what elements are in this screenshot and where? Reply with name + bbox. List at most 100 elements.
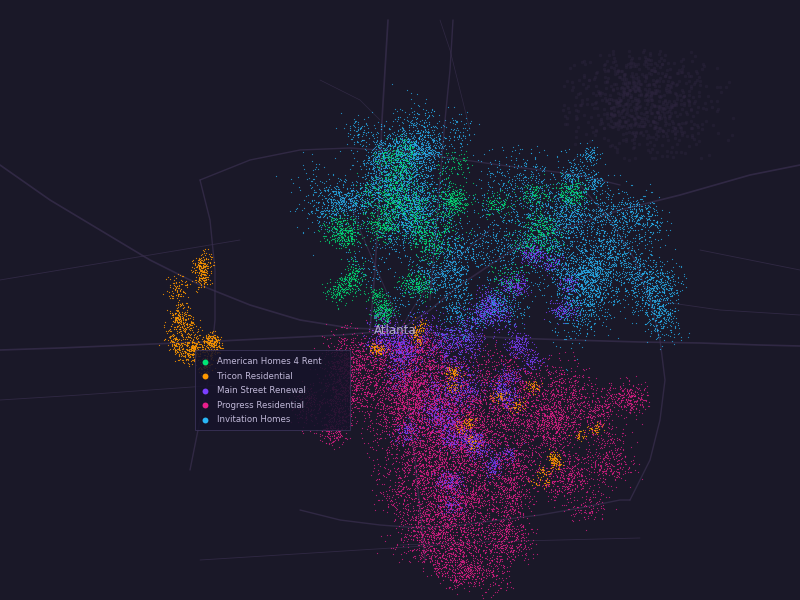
Point xyxy=(503,350,516,359)
Point xyxy=(468,537,481,547)
Point xyxy=(501,510,514,520)
Point xyxy=(510,336,522,346)
Point xyxy=(506,259,518,269)
Point xyxy=(491,396,504,406)
Point xyxy=(570,405,583,415)
Point xyxy=(352,352,365,362)
Point xyxy=(442,466,454,476)
Point xyxy=(386,161,399,170)
Point xyxy=(434,393,446,403)
Point xyxy=(484,314,497,323)
Point xyxy=(550,305,562,315)
Point xyxy=(594,266,607,275)
Point xyxy=(440,425,453,435)
Point xyxy=(459,334,472,343)
Point xyxy=(613,197,626,207)
Point xyxy=(338,213,350,223)
Point xyxy=(426,530,439,539)
Point xyxy=(411,215,424,225)
Point xyxy=(405,217,418,226)
Point xyxy=(486,266,498,276)
Point xyxy=(590,170,602,179)
Point xyxy=(582,254,595,263)
Point xyxy=(589,275,602,285)
Point xyxy=(537,230,550,240)
Point xyxy=(363,350,376,359)
Point xyxy=(410,234,422,244)
Point xyxy=(477,236,490,246)
Point xyxy=(364,336,377,346)
Point xyxy=(542,431,554,440)
Point xyxy=(403,467,416,476)
Point xyxy=(440,410,453,420)
Point xyxy=(578,463,590,473)
Point xyxy=(426,414,439,424)
Point xyxy=(510,278,523,288)
Point xyxy=(490,273,502,283)
Point xyxy=(516,467,529,477)
Point xyxy=(443,439,456,449)
Point xyxy=(571,172,584,182)
Point xyxy=(578,402,591,412)
Point xyxy=(489,470,502,479)
Point xyxy=(449,487,462,497)
Point xyxy=(442,469,455,478)
Point xyxy=(437,512,450,522)
Point xyxy=(332,280,345,289)
Point xyxy=(403,156,416,166)
Point xyxy=(610,95,622,105)
Point xyxy=(193,351,206,361)
Point xyxy=(653,49,666,59)
Point xyxy=(430,377,443,386)
Point xyxy=(574,280,587,289)
Point xyxy=(380,316,393,325)
Point xyxy=(384,199,397,209)
Point xyxy=(582,279,594,289)
Point xyxy=(666,78,679,88)
Point xyxy=(362,333,375,343)
Point xyxy=(396,200,409,210)
Point xyxy=(458,380,471,390)
Point xyxy=(387,295,400,305)
Point xyxy=(388,391,401,401)
Point xyxy=(634,249,646,259)
Point xyxy=(418,381,431,391)
Point xyxy=(475,253,488,263)
Point xyxy=(336,394,349,404)
Point xyxy=(341,323,354,333)
Point xyxy=(510,281,523,290)
Point xyxy=(478,192,490,202)
Point xyxy=(650,282,662,292)
Point xyxy=(450,511,463,520)
Point xyxy=(415,412,428,422)
Point xyxy=(506,463,519,473)
Point xyxy=(500,496,513,506)
Point xyxy=(391,166,404,176)
Point xyxy=(368,342,381,352)
Point xyxy=(468,514,481,524)
Point xyxy=(452,236,465,245)
Point xyxy=(409,242,422,252)
Point xyxy=(651,325,664,335)
Point xyxy=(374,353,386,362)
Point xyxy=(459,376,472,385)
Point xyxy=(411,199,424,208)
Point xyxy=(168,343,181,352)
Point xyxy=(509,445,522,455)
Point xyxy=(397,138,410,148)
Point xyxy=(470,389,483,399)
Point xyxy=(662,283,675,293)
Point xyxy=(396,209,409,219)
Point xyxy=(365,335,378,345)
Point xyxy=(409,381,422,391)
Point xyxy=(445,413,458,422)
Point xyxy=(658,109,670,118)
Point xyxy=(580,285,593,295)
Point xyxy=(336,355,349,364)
Point xyxy=(404,377,417,387)
Point xyxy=(394,408,407,418)
Point xyxy=(489,364,502,374)
Point xyxy=(516,375,529,385)
Point xyxy=(561,319,574,328)
Point xyxy=(339,358,352,368)
